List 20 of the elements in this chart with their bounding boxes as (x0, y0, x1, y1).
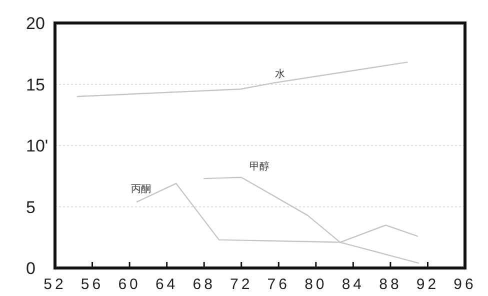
x-tick-label: 96 (454, 276, 476, 293)
x-tick-label: 64 (155, 276, 178, 293)
series-label: 甲醇 (249, 160, 270, 172)
x-tick-label: 76 (267, 276, 290, 293)
y-tick-label: 5 (26, 198, 36, 217)
y-tick-label: 15 (26, 75, 45, 94)
x-tick-label: 52 (44, 276, 66, 293)
series-label: 水 (275, 68, 286, 80)
y-tick-label: 0 (26, 259, 36, 278)
x-tick-label: 68 (192, 276, 216, 293)
x-tick-label: 72 (230, 276, 253, 293)
x-tick-label: 84 (342, 276, 365, 293)
x-tick-label: 88 (379, 276, 402, 293)
x-tick-label: 56 (80, 276, 104, 293)
series-label: 丙酮 (131, 184, 151, 195)
y-tick-label: 20 (26, 14, 45, 33)
x-tick-label: 92 (416, 276, 440, 293)
y-tick-label: 10' (26, 136, 48, 156)
x-tick-label: 60 (118, 276, 141, 293)
x-tick-label: 80 (304, 276, 328, 293)
